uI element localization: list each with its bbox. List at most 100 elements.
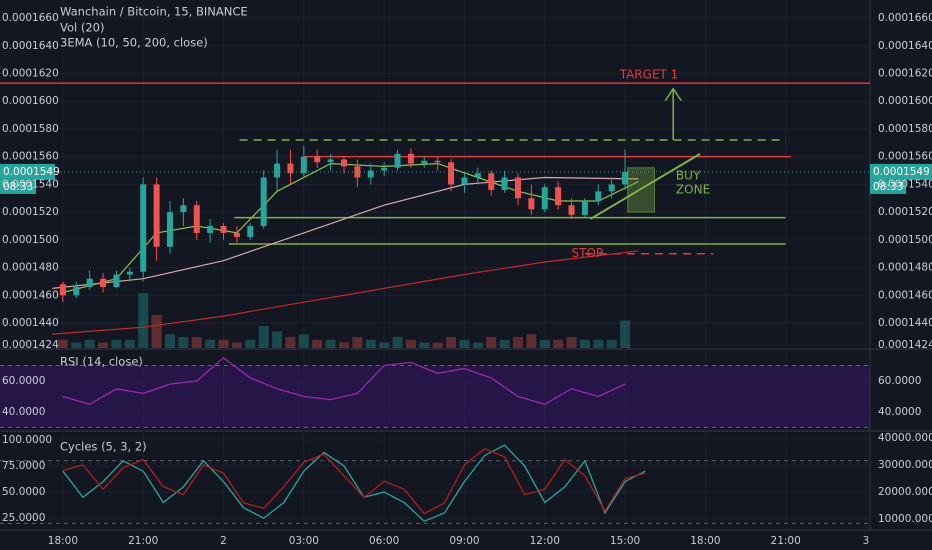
candle-body bbox=[300, 156, 307, 174]
candle-body bbox=[86, 278, 93, 287]
y-tick-label: 0.0001640 bbox=[2, 40, 59, 52]
y-tick-label: 0.0001460 bbox=[878, 289, 932, 301]
volume-bar bbox=[312, 339, 323, 348]
y-tick-label: 0.0001580 bbox=[878, 123, 932, 135]
volume-bar bbox=[218, 339, 229, 348]
candle-body bbox=[287, 163, 294, 174]
y-tick-label: 60.0000 bbox=[878, 375, 921, 387]
volume-bar bbox=[245, 339, 256, 348]
candle-body bbox=[314, 156, 321, 163]
volume-bar bbox=[365, 339, 376, 348]
candle-body bbox=[354, 166, 361, 178]
y-tick-label: 0.0001520 bbox=[878, 206, 932, 218]
y-tick-label: 0.0001560 bbox=[878, 151, 932, 163]
candle-body bbox=[528, 198, 535, 210]
y-tick-label: 0.0001480 bbox=[878, 262, 932, 274]
volume-bar bbox=[57, 339, 68, 348]
y-tick-label: 0.0001460 bbox=[2, 289, 59, 301]
y-tick-label: 0.0001540 bbox=[878, 178, 932, 190]
y-tick-label: 0.0001440 bbox=[2, 317, 59, 329]
candle-body bbox=[100, 278, 107, 287]
y-tick-label: 0.0001424 bbox=[2, 339, 59, 351]
volume-bar bbox=[499, 339, 510, 348]
volume-bar bbox=[472, 342, 483, 348]
candle-body bbox=[220, 225, 227, 233]
volume-bar bbox=[325, 339, 336, 348]
y-tick-label: 60.0000 bbox=[2, 375, 45, 387]
volume-bar bbox=[620, 320, 631, 348]
y-tick-label: 0.0001600 bbox=[2, 95, 59, 107]
candle-body bbox=[514, 177, 521, 199]
grid bbox=[0, 0, 870, 530]
candle-body bbox=[193, 205, 200, 233]
candle-body bbox=[501, 177, 508, 190]
volume-bar bbox=[164, 334, 175, 348]
y-tick-label: 10000.0000 bbox=[878, 513, 932, 525]
candle-body bbox=[340, 159, 347, 167]
y-tick-label: 0.0001520 bbox=[2, 206, 59, 218]
candle-body bbox=[581, 201, 588, 215]
candle-body bbox=[622, 171, 629, 185]
ema-line bbox=[52, 250, 639, 335]
y-tick-label: 0.0001580 bbox=[2, 123, 59, 135]
x-tick-label: 09:00 bbox=[449, 535, 479, 547]
y-tick-label: 0.0001620 bbox=[2, 67, 59, 79]
volume-bar bbox=[459, 339, 470, 348]
candle-body bbox=[207, 225, 214, 233]
candle-body bbox=[247, 225, 254, 238]
volume-bar bbox=[111, 339, 122, 348]
candle-body bbox=[488, 173, 495, 190]
candle-body bbox=[381, 167, 388, 171]
candle-body bbox=[113, 274, 120, 287]
volume-bar bbox=[379, 342, 390, 348]
volume-bar bbox=[124, 339, 135, 348]
annotation: TARGET 1 bbox=[619, 67, 679, 81]
candle-body bbox=[367, 170, 374, 178]
x-tick-label: 2 bbox=[220, 535, 227, 547]
x-tick-label: 06:00 bbox=[369, 535, 399, 547]
candle-body bbox=[233, 232, 240, 238]
volume-bar bbox=[539, 339, 550, 348]
y-tick-label: 0.0001600 bbox=[878, 95, 932, 107]
volume-bar bbox=[392, 337, 403, 348]
last-price-label: 0.0001549 bbox=[3, 166, 60, 178]
volume-bar bbox=[231, 342, 242, 348]
y-tick-label: 30000.0000 bbox=[878, 459, 932, 471]
annotation: STOP bbox=[572, 246, 604, 260]
volume-bar bbox=[138, 293, 149, 348]
y-tick-label: 0.0001640 bbox=[878, 40, 932, 52]
last-price-label: 0.0001549 bbox=[873, 166, 930, 178]
y-tick-label: 20000.0000 bbox=[878, 486, 932, 498]
y-tick-label: 0.0001660 bbox=[2, 12, 59, 24]
last-price-badge bbox=[870, 163, 932, 180]
candle-body bbox=[59, 284, 66, 296]
volume-bar bbox=[98, 342, 109, 348]
y-tick-label: 0.0001560 bbox=[2, 151, 59, 163]
y-tick-label: 40000.0000 bbox=[878, 432, 932, 444]
countdown-badge bbox=[0, 179, 36, 194]
candle-body bbox=[608, 184, 615, 192]
marks bbox=[0, 82, 932, 524]
candle-body bbox=[394, 153, 401, 168]
y-tick-label: 75.0000 bbox=[2, 460, 45, 472]
y-tick-label: 0.0001540 bbox=[2, 178, 59, 190]
candle-body bbox=[126, 271, 133, 275]
volume-bar bbox=[272, 331, 283, 348]
volume-bar bbox=[205, 339, 216, 348]
volume-bar bbox=[178, 337, 189, 348]
volume-bar bbox=[419, 342, 430, 348]
y-tick-label: 0.0001500 bbox=[2, 234, 59, 246]
candle-body bbox=[568, 205, 575, 215]
candle-body bbox=[421, 160, 428, 164]
x-tick-label: 21:00 bbox=[771, 535, 801, 547]
x-tick-label: 18:00 bbox=[690, 535, 720, 547]
labels: Wanchain / Bitcoin, 15, BINANCE Vol (20)… bbox=[2, 5, 932, 548]
countdown-label: 08:33 bbox=[873, 181, 903, 193]
volume-bar bbox=[606, 339, 617, 348]
indicator-line bbox=[62, 356, 626, 406]
volume-bar bbox=[151, 315, 162, 348]
target-arrow bbox=[664, 87, 682, 141]
y-tick-label: 0.0001500 bbox=[878, 234, 932, 246]
x-tick-label: 21:00 bbox=[128, 535, 158, 547]
